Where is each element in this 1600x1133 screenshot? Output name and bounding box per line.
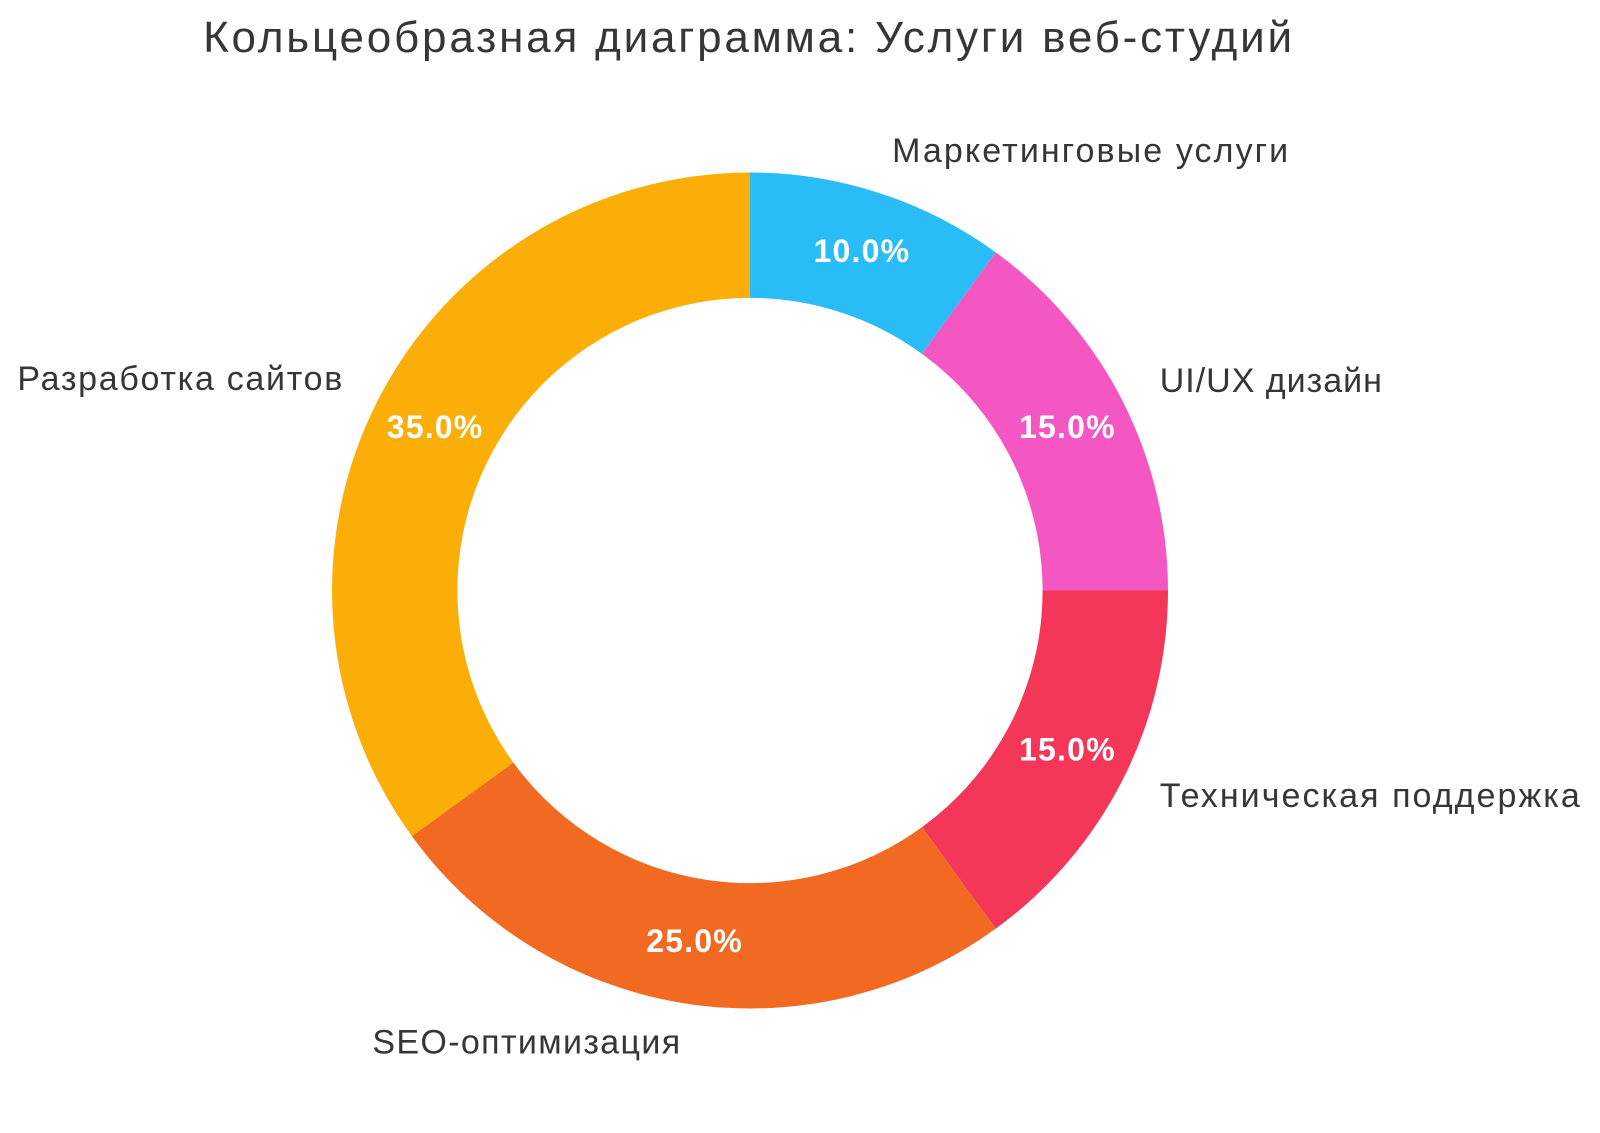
svg-text:25.0%: 25.0% [646,923,743,959]
svg-text:Техническая поддержка: Техническая поддержка [1160,777,1582,815]
svg-text:10.0%: 10.0% [814,233,911,269]
svg-text:Кольцеобразная диаграмма: Услу: Кольцеобразная диаграмма: Услуги веб-сту… [203,13,1295,62]
svg-text:15.0%: 15.0% [1019,409,1116,445]
svg-text:15.0%: 15.0% [1019,732,1116,768]
svg-text:35.0%: 35.0% [387,409,484,445]
svg-text:Разработка сайтов: Разработка сайтов [17,360,344,398]
svg-text:UI/UX дизайн: UI/UX дизайн [1160,362,1383,400]
svg-text:SEO-оптимизация: SEO-оптимизация [372,1024,681,1062]
svg-text:Маркетинговые услуги: Маркетинговые услуги [892,132,1290,170]
